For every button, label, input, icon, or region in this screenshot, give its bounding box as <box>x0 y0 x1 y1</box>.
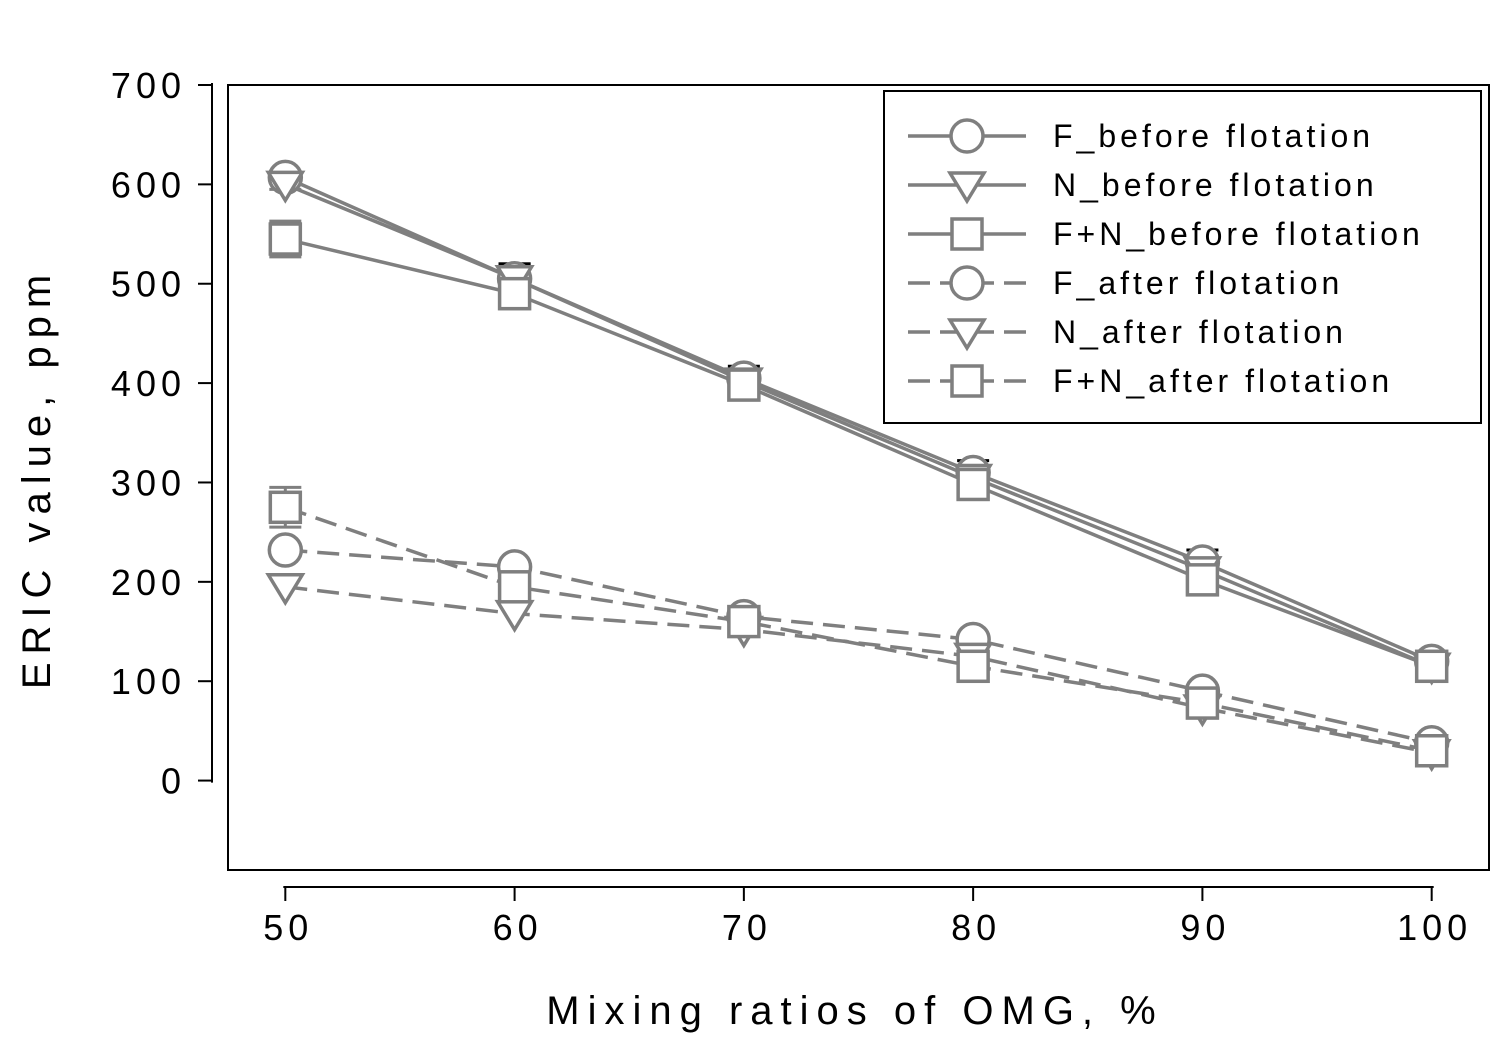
legend-item: N_before flotation <box>908 167 1378 205</box>
series-f-after-flotation <box>285 548 1433 745</box>
data-point <box>727 368 761 402</box>
legend-marker <box>946 318 988 352</box>
data-point <box>265 573 306 607</box>
y-tick-label: 300 <box>111 462 186 503</box>
y-tick-label: 200 <box>111 562 186 603</box>
x-tick-label: 80 <box>951 907 1001 948</box>
legend-marker <box>950 364 984 398</box>
data-point <box>268 490 303 525</box>
data-point <box>1414 734 1449 768</box>
x-tick-label: 70 <box>722 907 772 948</box>
data-point <box>497 276 532 311</box>
x-tick-label: 100 <box>1397 907 1472 948</box>
legend-label: F+N_after flotation <box>1053 363 1393 399</box>
y-tick-label: 600 <box>111 164 186 205</box>
data-point <box>956 467 990 502</box>
x-axis: 50 60 70 80 90 100 <box>263 886 1472 948</box>
legend: F_before flotation N_before flotation F+N_… <box>883 90 1482 424</box>
x-tick-label: 60 <box>493 907 543 948</box>
data-point <box>268 222 303 256</box>
legend-item: F+N_after flotation <box>908 363 1393 399</box>
x-tick-label: 50 <box>263 907 313 948</box>
legend-label: F_after flotation <box>1053 265 1343 301</box>
legend-item: F_after flotation <box>908 265 1343 301</box>
data-point <box>956 649 990 684</box>
data-point <box>497 570 532 604</box>
legend-item: F+N_before flotation <box>908 216 1424 252</box>
y-tick-label: 700 <box>111 65 186 106</box>
data-point <box>1185 686 1220 720</box>
series-line <box>284 237 1433 668</box>
legend-label: F_before flotation <box>1053 118 1374 154</box>
legend-marker <box>946 171 988 205</box>
legend-marker <box>949 265 985 301</box>
legend-marker <box>950 217 984 251</box>
plot-area <box>265 159 1452 773</box>
legend-item: N_after flotation <box>908 314 1347 352</box>
series-line <box>284 182 1433 668</box>
y-tick-label: 400 <box>111 363 186 404</box>
legend-label: F+N_before flotation <box>1053 216 1424 252</box>
data-point <box>1185 563 1220 597</box>
markers-f-n-after-flotation <box>268 490 1449 768</box>
y-tick-label: 0 <box>161 761 186 802</box>
legend-label: N_after flotation <box>1053 314 1347 350</box>
series-line <box>284 505 1433 753</box>
legend-label: N_before flotation <box>1053 167 1378 203</box>
data-point <box>267 532 304 568</box>
data-point <box>265 170 306 204</box>
y-axis: 0 100 200 300 400 500 600 700 <box>111 65 213 802</box>
y-tick-label: 500 <box>111 264 186 305</box>
y-tick-label: 100 <box>111 661 186 702</box>
data-point <box>727 604 761 639</box>
series-line <box>285 548 1433 745</box>
plot-frame <box>227 84 1490 871</box>
legend-marker <box>949 118 985 154</box>
x-axis-title: Mixing ratios of OMG, % <box>546 989 1163 1033</box>
legend-item: F_before flotation <box>908 118 1374 154</box>
x-tick-label: 90 <box>1180 907 1230 948</box>
markers-f-n-before-flotation <box>268 222 1449 684</box>
y-axis-title: ERIC value, ppm <box>15 267 59 689</box>
data-point <box>1414 649 1449 684</box>
